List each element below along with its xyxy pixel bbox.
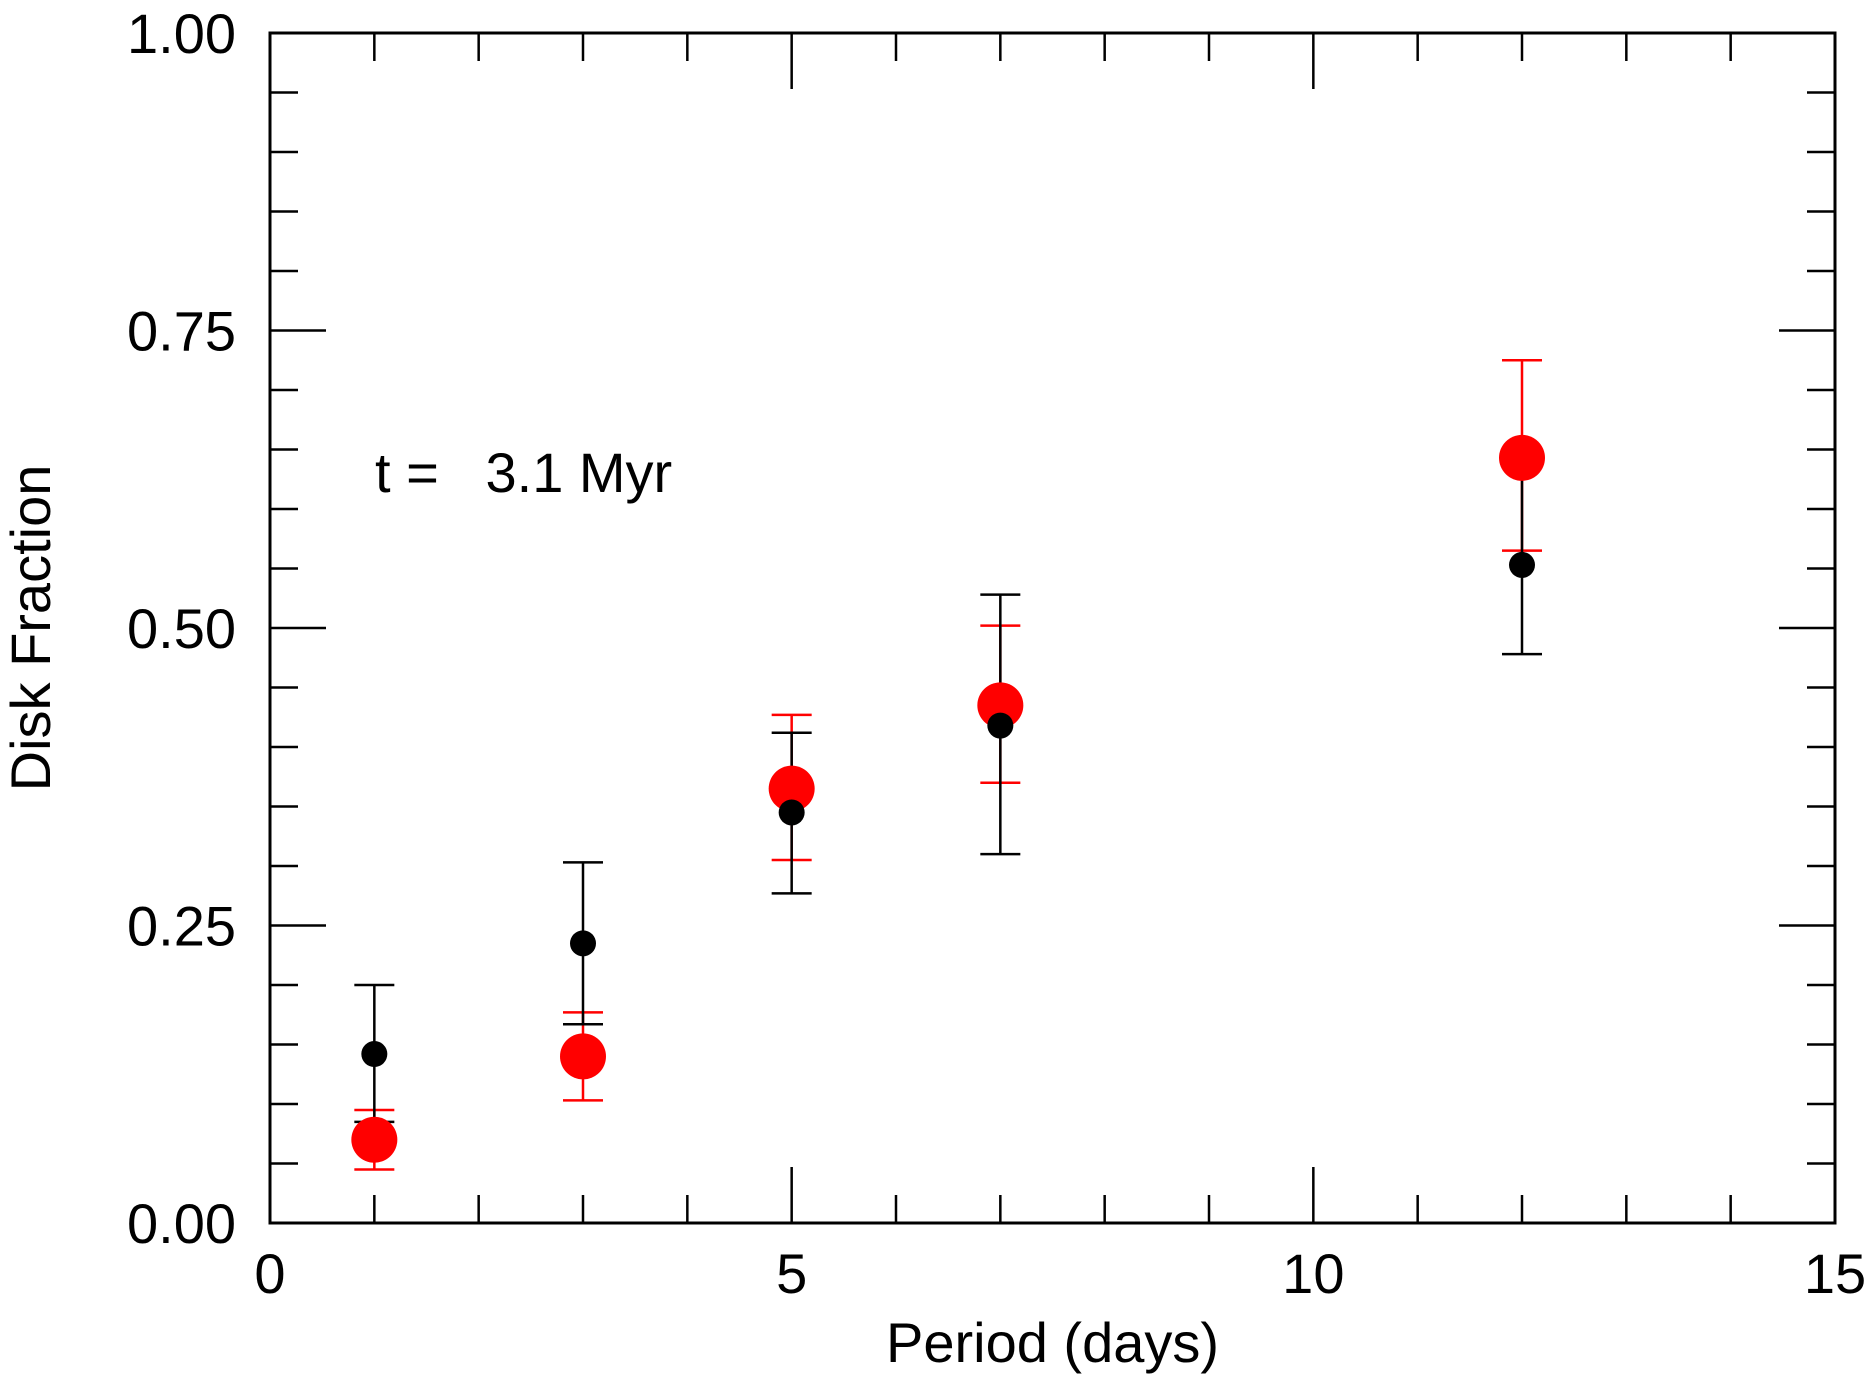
- red-data-point: [351, 1116, 398, 1163]
- data-points: [351, 434, 1545, 1163]
- y-axis-title: Disk Fraction: [0, 465, 62, 792]
- y-tick-label: 0.00: [127, 1192, 236, 1255]
- x-tick-label: 0: [254, 1242, 285, 1305]
- black-data-point: [1509, 551, 1535, 578]
- y-tick-label: 0.25: [127, 895, 236, 958]
- black-data-point: [778, 799, 805, 826]
- plot-frame: [268, 31, 1837, 1225]
- red-data-point: [1499, 434, 1545, 481]
- x-tick-label: 15: [1804, 1242, 1866, 1305]
- black-data-point: [361, 1041, 388, 1068]
- black-data-point: [987, 712, 1014, 739]
- x-axis-title: Period (days): [886, 1311, 1219, 1374]
- x-tick-label: 5: [776, 1242, 807, 1305]
- y-tick-label: 0.50: [127, 597, 236, 660]
- time-annotation: t = 3.1 Myr: [375, 441, 672, 504]
- y-tick-label: 1.00: [127, 2, 236, 65]
- y-tick-label: 0.75: [127, 300, 236, 363]
- red-data-point: [560, 1033, 606, 1080]
- red-data-point: [768, 765, 815, 812]
- red-data-point: [977, 682, 1024, 729]
- x-tick-label: 10: [1282, 1242, 1344, 1305]
- axis-ticks: [268, 31, 1837, 1225]
- black-data-point: [570, 930, 596, 957]
- tick-labels: 0 5 10 15 0.00 0.25 0.50 0.75 1.00: [127, 2, 1866, 1305]
